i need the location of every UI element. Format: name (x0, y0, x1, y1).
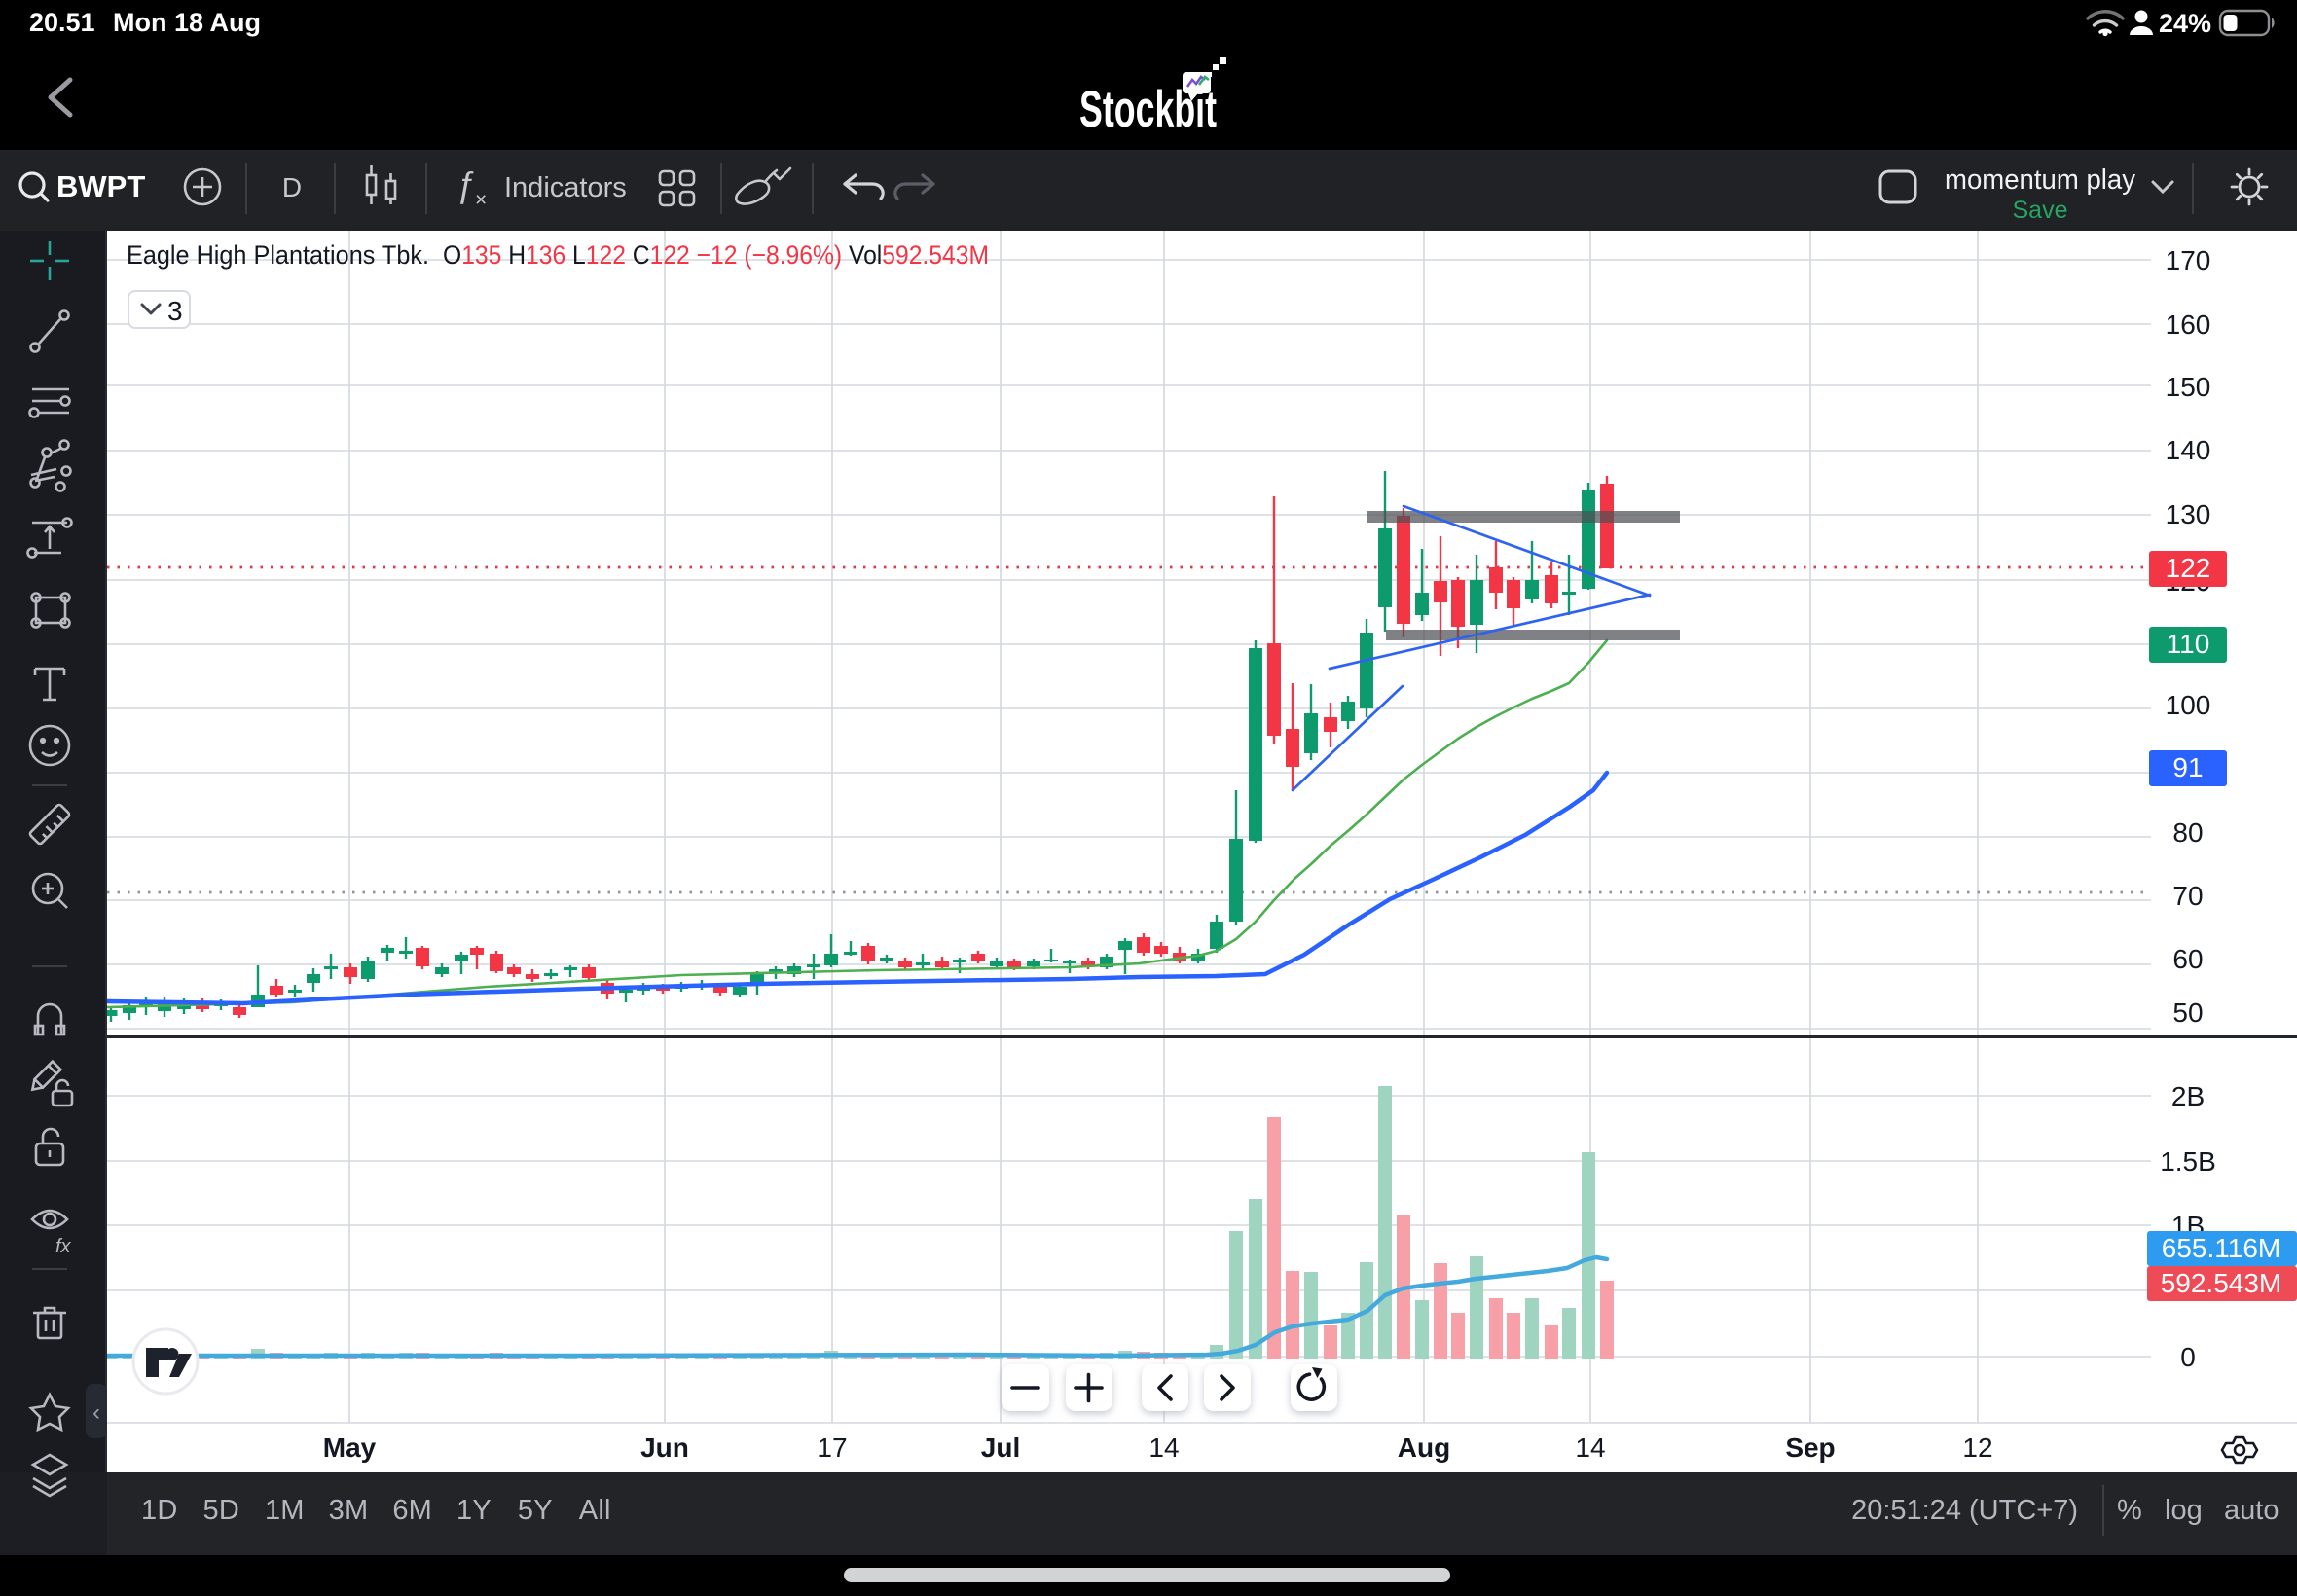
svg-text:60: 60 (2172, 944, 2203, 974)
svg-text:150: 150 (2166, 372, 2211, 402)
svg-text:1.5B: 1.5B (2160, 1146, 2216, 1177)
svg-text:May: May (323, 1433, 377, 1463)
svg-text:122: 122 (2166, 553, 2211, 583)
svg-text:70: 70 (2172, 881, 2203, 911)
svg-text:100: 100 (2166, 690, 2211, 720)
svg-text:91: 91 (2172, 752, 2203, 782)
svg-text:2B: 2B (2171, 1081, 2205, 1111)
svg-text:170: 170 (2166, 245, 2211, 275)
svg-text:0: 0 (2180, 1342, 2196, 1372)
svg-text:‹: ‹ (92, 1399, 100, 1426)
svg-text:×: × (475, 189, 487, 211)
svg-text:130: 130 (2166, 499, 2211, 529)
svg-text:24%: 24% (2159, 9, 2211, 38)
svg-text:ƒ: ƒ (456, 164, 475, 205)
svg-text:Eagle High Plantations Tbk.: Eagle High Plantations Tbk. (127, 240, 429, 270)
svg-text:BWPT: BWPT (56, 169, 145, 203)
svg-text:Sep: Sep (1785, 1433, 1835, 1463)
svg-text:D: D (282, 172, 302, 202)
svg-text:17: 17 (817, 1433, 847, 1463)
svg-text:Aug: Aug (1398, 1433, 1450, 1463)
svg-text:50: 50 (2172, 998, 2203, 1028)
svg-text:O135 H136 L122 C122 −12 (−8.96: O135 H136 L122 C122 −12 (−8.96%) Vol592.… (443, 240, 989, 270)
svg-text:Jul: Jul (981, 1433, 1020, 1463)
svg-text:80: 80 (2172, 817, 2203, 848)
svg-text:14: 14 (1148, 1433, 1179, 1463)
svg-text:655.116M: 655.116M (2162, 1233, 2280, 1263)
svg-text:160: 160 (2166, 309, 2211, 340)
svg-text:momentum play: momentum play (1945, 164, 2135, 196)
svg-text:Jun: Jun (640, 1433, 689, 1463)
svg-text:14: 14 (1575, 1433, 1605, 1463)
svg-text:Save: Save (2013, 197, 2068, 224)
svg-text:140: 140 (2166, 435, 2211, 465)
svg-text:592.543M: 592.543M (2161, 1268, 2282, 1298)
svg-text:Indicators: Indicators (504, 172, 627, 203)
svg-text:110: 110 (2167, 629, 2210, 659)
svg-text:3: 3 (167, 296, 183, 326)
svg-text:fx: fx (55, 1236, 72, 1257)
svg-text:12: 12 (1962, 1433, 1992, 1463)
